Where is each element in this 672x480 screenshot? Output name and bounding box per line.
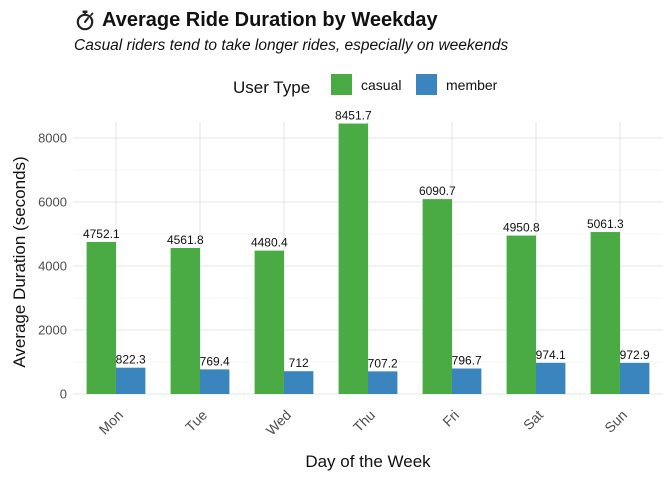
y-tick-label: 2000: [38, 323, 67, 338]
data-label-member: 822.3: [116, 353, 146, 367]
data-label-member: 796.7: [452, 354, 482, 368]
bar-casual-mon: [86, 241, 116, 394]
x-tick-label: Mon: [96, 407, 127, 438]
data-label-member: 972.9: [620, 348, 650, 362]
bar-member-fri: [452, 368, 482, 394]
data-labels: 4752.1 4561.8 4480.4 8451.7 6090.7 4950.8 5061…: [83, 109, 650, 371]
bar-casual-wed: [254, 250, 284, 394]
bar-member-wed: [284, 371, 314, 394]
legend-swatch-member: [416, 74, 437, 95]
data-label-casual: 4752.1: [83, 227, 120, 241]
data-label-member: 712: [289, 356, 309, 370]
data-label-member: 707.2: [368, 356, 398, 370]
legend-title: User Type: [233, 78, 310, 97]
x-axis-ticks: Mon Tue Wed Thu Fri Sat Sun: [96, 407, 631, 439]
legend-label-casual: casual: [361, 77, 401, 93]
y-tick-label: 8000: [38, 131, 67, 146]
data-label-casual: 5061.3: [587, 217, 624, 231]
x-tick-label: Wed: [263, 407, 294, 438]
data-label-casual: 6090.7: [419, 184, 456, 198]
y-tick-label: 4000: [38, 259, 67, 274]
x-tick-label: Fri: [439, 407, 462, 430]
bar-member-mon: [116, 367, 146, 394]
data-label-member: 974.1: [536, 348, 566, 362]
bar-casual-sat: [506, 235, 536, 394]
bar-casual-fri: [422, 199, 452, 394]
x-axis-title: Day of the Week: [305, 452, 431, 471]
data-label-casual: 4480.4: [251, 236, 288, 250]
data-label-casual: 8451.7: [335, 109, 372, 123]
bar-member-sun: [620, 362, 650, 394]
data-label-member: 769.4: [200, 354, 230, 368]
chart-subtitle: Casual riders tend to take longer rides,…: [74, 37, 509, 54]
bar-member-thu: [368, 371, 398, 394]
legend-swatch-casual: [331, 74, 352, 95]
y-tick-label: 0: [60, 387, 67, 402]
bar-member-tue: [200, 369, 230, 394]
stopwatch-icon: [76, 10, 94, 31]
bars: [86, 123, 650, 395]
x-tick-label: Sat: [520, 407, 546, 433]
title-block: Average Ride Duration by Weekday: [74, 6, 438, 34]
y-axis-title: Average Duration (seconds): [10, 156, 29, 367]
bar-casual-tue: [170, 248, 200, 394]
x-tick-label: Thu: [350, 407, 378, 435]
legend-label-member: member: [446, 77, 498, 93]
legend: User Type casual member: [233, 74, 498, 97]
x-tick-label: Tue: [182, 407, 210, 435]
bar-casual-thu: [338, 123, 368, 395]
x-tick-label: Sun: [601, 407, 630, 436]
y-axis-ticks: 0 2000 4000 6000 8000: [38, 131, 67, 402]
bar-member-sat: [536, 362, 566, 394]
chart-title: Average Ride Duration by Weekday: [102, 8, 438, 31]
data-label-casual: 4561.8: [167, 233, 204, 247]
y-tick-label: 6000: [38, 195, 67, 210]
bar-casual-sun: [590, 232, 620, 394]
data-label-casual: 4950.8: [503, 221, 540, 235]
